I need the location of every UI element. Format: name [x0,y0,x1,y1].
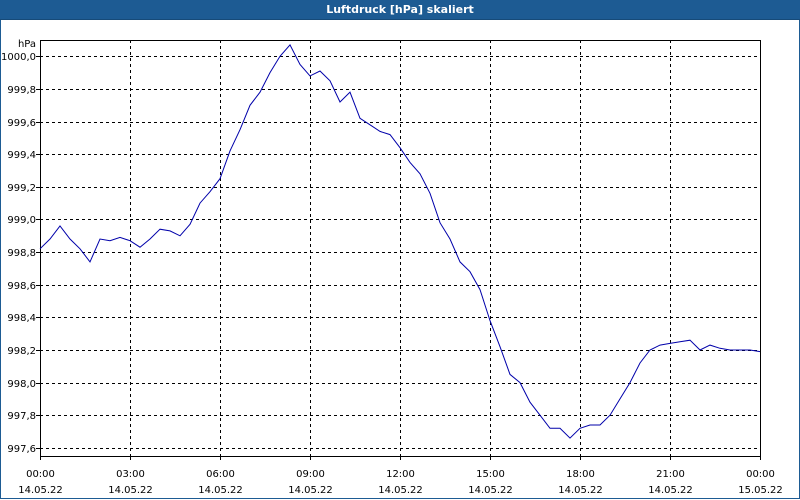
x-tick-date: 14.05.22 [558,485,603,496]
y-tick-label: 999,4 [7,150,36,161]
x-tick-time: 21:00 [656,469,685,480]
x-tick-date: 14.05.22 [18,485,63,496]
y-tick-label: 998,2 [7,346,36,357]
y-tick-label: 997,8 [7,411,36,422]
pressure-line [39,44,761,439]
x-tick-date: 14.05.22 [648,485,693,496]
y-tick-label: 998,4 [7,313,36,324]
x-tick-time: 12:00 [386,469,415,480]
x-axis: 00:00 14.05.22 03:00 14.05.22 06:00 14.05.22 0… [18,456,783,496]
y-tick-label: 999,8 [7,85,36,96]
x-tick-date: 14.05.22 [198,485,243,496]
y-axis-label: hPa [18,39,36,50]
y-tick-label: 998,6 [7,281,36,292]
y-tick-label: 998,0 [7,379,36,390]
x-tick-time: 09:00 [296,469,325,480]
x-tick-time: 06:00 [206,469,235,480]
chart-title: Luftdruck [hPa] skaliert [0,0,800,20]
y-tick-label: 999,6 [7,118,36,129]
y-axis: 997,6 997,8 998,0 998,2 998,4 998,6 998,8 999,0… [1,52,40,455]
x-tick-time: 03:00 [116,469,145,480]
x-tick-time: 18:00 [566,469,595,480]
grid-lines [40,40,760,456]
y-tick-label: 997,6 [7,444,36,455]
y-tick-label: 999,2 [7,183,36,194]
y-tick-label: 999,0 [7,215,36,226]
x-tick-time: 00:00 [746,469,775,480]
x-tick-date: 14.05.22 [108,485,153,496]
x-tick-time: 00:00 [26,469,55,480]
x-tick-time: 15:00 [476,469,505,480]
y-tick-label: 1000,0 [1,52,36,63]
x-tick-date: 15.05.22 [738,485,783,496]
x-tick-date: 14.05.22 [288,485,333,496]
y-tick-label: 998,8 [7,248,36,259]
x-tick-date: 14.05.22 [378,485,423,496]
x-tick-date: 14.05.22 [468,485,513,496]
